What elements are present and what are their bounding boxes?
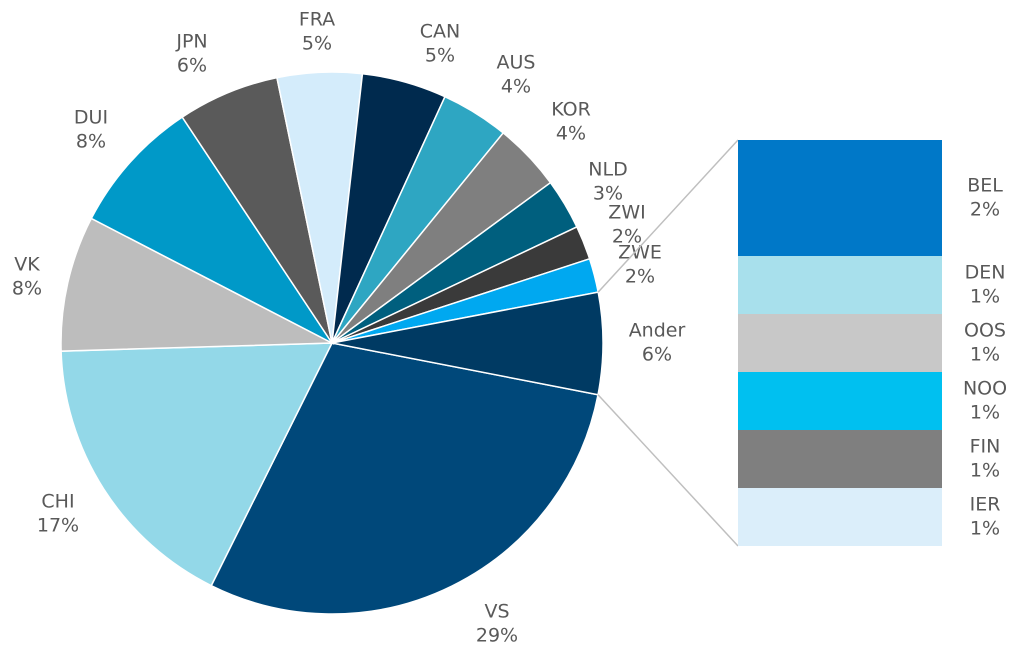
slice-value-label: 5% [425,45,455,67]
pie-slice [210,342,599,615]
slice-value-label: 8% [76,131,106,153]
bar-segment [738,256,942,314]
slice-label: Ander [629,320,686,342]
pie-slice [331,291,604,396]
bar-value-label: 1% [970,460,1000,482]
slice-value-label: 29% [476,625,518,645]
bar-value-label: 1% [970,402,1000,424]
slice-label: JPN [175,31,207,53]
slice-value-label: 4% [501,76,531,98]
slice-label: VS [484,601,509,623]
bar-segment [738,430,942,488]
slice-value-label: 4% [556,123,586,145]
slice-label: ZWI [608,202,645,224]
slice-label: NLD [588,159,627,181]
bar-segment [738,314,942,372]
slice-label: CAN [420,21,460,43]
pie-slice [60,217,335,352]
slice-label: DUI [74,107,108,129]
slice-value-label: 2% [625,266,655,288]
bar-label: BEL [967,175,1003,197]
bar-label: FIN [970,436,1001,458]
bar-segment [738,372,942,430]
slice-value-label: 6% [177,55,207,77]
connector-line [597,139,739,293]
bar-value-label: 2% [970,199,1000,221]
connector-line [597,394,739,547]
slice-label: KOR [551,99,591,121]
slice-value-label: 3% [593,183,623,205]
bar-label: DEN [965,262,1006,284]
bar-value-label: 1% [970,518,1000,540]
bar-label: IER [970,494,1001,516]
slice-value-label: 8% [12,278,42,300]
slice-value-label: 2% [612,226,642,248]
slice-value-label: 6% [642,344,672,366]
bar-label: NOO [963,378,1007,400]
slice-label: FRA [299,9,335,31]
slice-value-label: 17% [37,515,79,537]
slice-label: CHI [41,491,74,513]
slice-value-label: 5% [302,33,332,55]
pie-slice [90,116,335,345]
bar-segment [738,140,942,256]
slice-label: VK [14,254,40,276]
pie-slice [60,342,334,587]
slice-label: AUS [497,52,536,74]
bar-segment [738,488,942,546]
bar-label: OOS [964,320,1006,342]
bar-value-label: 1% [970,286,1000,308]
slice-label: ZWE [618,242,662,264]
bar-value-label: 1% [970,344,1000,366]
